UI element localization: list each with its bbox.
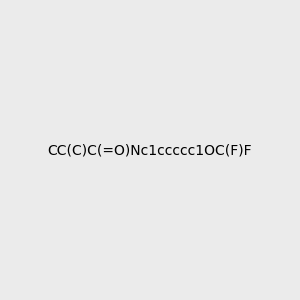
- Text: CC(C)C(=O)Nc1ccccc1OC(F)F: CC(C)C(=O)Nc1ccccc1OC(F)F: [48, 143, 252, 157]
